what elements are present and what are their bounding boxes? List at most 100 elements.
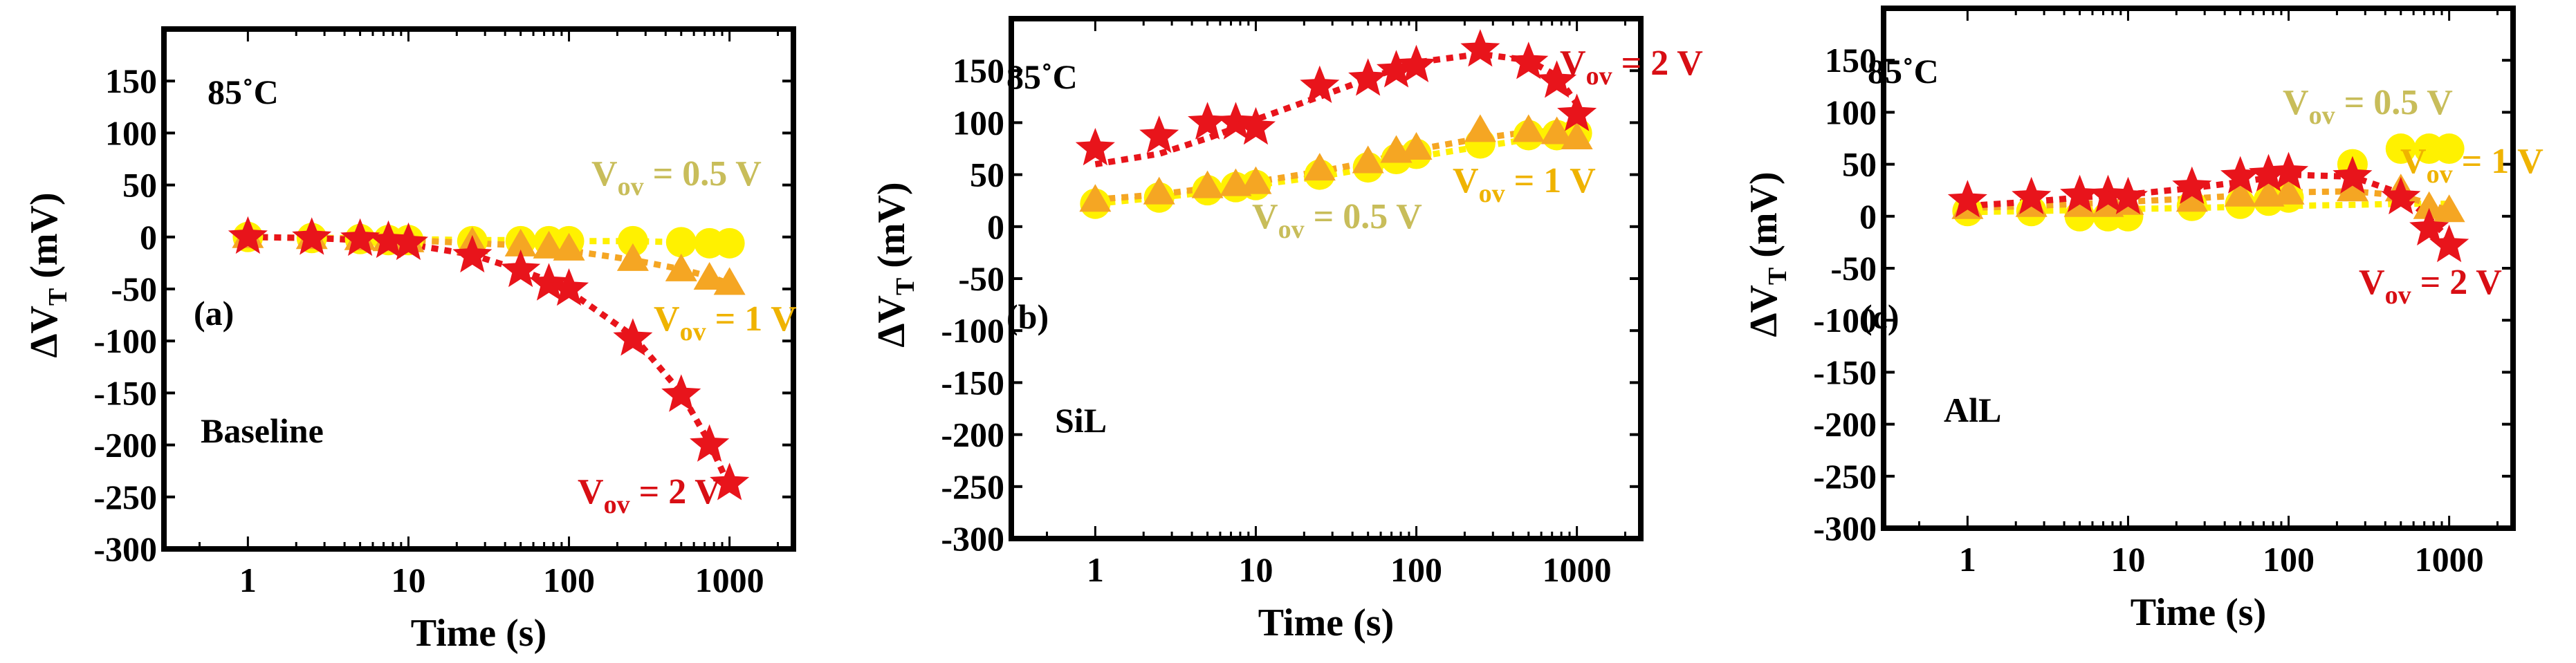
- point-circle: [2385, 133, 2416, 165]
- point-star: [2269, 151, 2309, 189]
- point-triangle: [1352, 145, 1384, 174]
- point-star: [340, 218, 380, 256]
- y-tick-label: -200: [941, 415, 1004, 454]
- point-star: [613, 318, 653, 356]
- panel-label: (b): [1006, 297, 1049, 336]
- point-star: [1537, 60, 1577, 98]
- series-label-v1: Vov = 1 V: [654, 299, 797, 346]
- y-tick-label: -250: [941, 467, 1004, 506]
- point-star: [2220, 156, 2261, 194]
- y-tick-label: -200: [93, 426, 157, 465]
- point-triangle: [1240, 166, 1272, 194]
- point-star: [388, 222, 428, 261]
- x-tick-label: 10: [2110, 540, 2145, 579]
- point-star: [1509, 41, 1549, 80]
- x-tick-label: 10: [1238, 550, 1273, 589]
- point-star: [228, 216, 268, 254]
- y-tick-label: 0: [1859, 197, 1877, 236]
- x-tick-label: 10: [391, 561, 425, 599]
- y-tick-label: -300: [1813, 509, 1877, 548]
- point-triangle: [1540, 116, 1573, 144]
- point-star: [2060, 174, 2100, 212]
- panel-2: -300 -250 -200 -150 -100 -50 0 50 100 150 1 10 100 10…: [870, 16, 1703, 644]
- y-tick-label: -100: [1813, 301, 1877, 339]
- point-star: [529, 263, 569, 301]
- point-triangle: [2433, 194, 2465, 223]
- panel-label: (c): [1861, 297, 1899, 336]
- y-tick-label: -200: [1813, 405, 1877, 444]
- y-tick-label: 150: [953, 51, 1004, 90]
- y-tick-label: -150: [941, 363, 1004, 402]
- point-star: [2333, 156, 2373, 194]
- point-star: [1075, 128, 1115, 166]
- y-tick-label: -250: [93, 478, 157, 516]
- y-tick-label: 100: [105, 113, 157, 152]
- point-star: [2409, 207, 2449, 246]
- point-triangle: [2224, 178, 2256, 207]
- point-triangle: [1191, 170, 1224, 198]
- point-triangle: [2413, 191, 2445, 219]
- point-star: [452, 234, 493, 273]
- point-star: [710, 463, 750, 501]
- y-tick-label: -50: [111, 270, 157, 308]
- temperature-label: 85˚C: [1006, 57, 1078, 96]
- y-tick-label: 50: [970, 156, 1004, 194]
- x-axis-title: Time (s): [2131, 591, 2267, 634]
- panel-label: (a): [194, 294, 234, 333]
- y-tick-label: -50: [958, 259, 1004, 298]
- point-triangle: [616, 243, 649, 271]
- point-star: [1377, 50, 1417, 88]
- series-label-v05: Vov = 0.5 V: [2283, 83, 2453, 130]
- point-star: [501, 249, 541, 288]
- x-tick-label: 1: [239, 561, 257, 599]
- point-circle: [714, 227, 745, 259]
- point-star: [2381, 176, 2421, 214]
- x-tick-label: 1000: [695, 561, 764, 599]
- point-triangle: [2175, 184, 2208, 212]
- y-tick-label: 150: [105, 62, 157, 100]
- y-tick-label: -100: [93, 321, 157, 360]
- y-tick-label: 0: [140, 218, 157, 256]
- temperature-label: 85˚C: [1868, 52, 1939, 91]
- y-axis-title-group: ΔVT (mV): [23, 192, 73, 357]
- y-tick-label: -250: [1813, 457, 1877, 496]
- point-circle: [2434, 133, 2465, 165]
- point-star: [1397, 44, 1437, 82]
- point-triangle: [1143, 176, 1175, 205]
- point-star: [2088, 174, 2128, 212]
- y-tick-label: -300: [941, 519, 1004, 558]
- point-star: [2172, 166, 2212, 204]
- point-star: [1139, 115, 1179, 153]
- point-star: [1215, 102, 1255, 140]
- point-circle: [617, 225, 648, 256]
- series-label-v2: Vov = 2 V: [578, 472, 721, 519]
- x-tick-label: 1: [1959, 540, 1976, 579]
- point-triangle: [2336, 174, 2368, 202]
- panel-3: -300 -250 -200 -150 -100 -50 0 50 100 150 1 10 100 10…: [1742, 6, 2543, 634]
- point-triangle: [665, 253, 697, 281]
- point-triangle: [1512, 114, 1545, 142]
- point-triangle: [1464, 114, 1496, 142]
- point-triangle: [2272, 176, 2305, 205]
- point-star: [1188, 102, 1228, 140]
- x-tick-label: 100: [543, 561, 595, 599]
- y-tick-label: -150: [1813, 353, 1877, 391]
- point-star: [1235, 106, 1276, 145]
- y-tick-label: -50: [1830, 249, 1877, 288]
- y-tick-label: 150: [1825, 41, 1877, 80]
- y-axis-title: ΔVT (mV): [870, 182, 920, 347]
- y-tick-label: 100: [953, 103, 1004, 142]
- point-star: [549, 268, 589, 306]
- x-tick-label: 1000: [2415, 540, 2484, 579]
- device-label: AlL: [1944, 391, 2001, 429]
- temperature-label: 85˚C: [208, 73, 279, 111]
- panel-1: -300 -250 -200 -150 -100 -50 0 50 100 150 1 10 100 10…: [23, 26, 797, 655]
- point-star: [1947, 180, 1987, 218]
- x-axis-title: Time (s): [411, 612, 547, 655]
- point-triangle: [553, 232, 585, 261]
- point-triangle: [1303, 153, 1336, 181]
- y-axis-title-group: ΔVT (mV): [1742, 171, 1792, 337]
- point-star: [1348, 58, 1388, 96]
- y-tick-label: 50: [122, 166, 157, 205]
